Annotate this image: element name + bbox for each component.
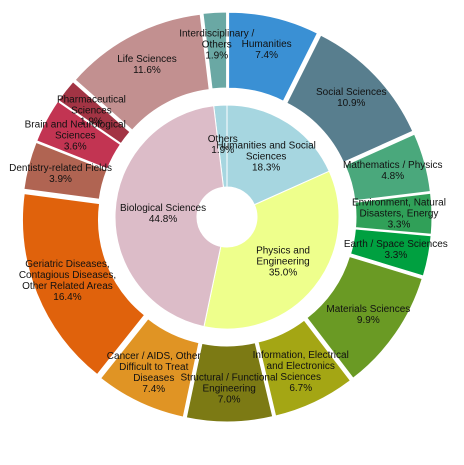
segment-name: Humanities and Social Sciences bbox=[216, 140, 316, 163]
segment-label: Structural / Functional Engineering 7.0% bbox=[177, 372, 281, 405]
segment-value: 3.6% bbox=[63, 141, 87, 153]
segment-name: Cancer / AIDS, Other Difficult to Treat … bbox=[106, 350, 201, 384]
segment-value: 1.9% bbox=[80, 116, 103, 128]
segment-name: Environment, Natural Disasters, Energy bbox=[352, 197, 446, 220]
segment-label: Interdisciplinary / Others 1.9% bbox=[165, 29, 269, 62]
outer-segment bbox=[344, 133, 431, 202]
segment-value: 3.9% bbox=[49, 173, 72, 185]
segment-label: Life Sciences 11.6% bbox=[95, 54, 199, 76]
segment-value: 1.9% bbox=[211, 145, 235, 157]
outer-segment bbox=[23, 141, 108, 200]
segment-value: 4.8% bbox=[381, 171, 405, 183]
segment-label: Earth / Space Sciences 3.3% bbox=[344, 239, 448, 261]
segment-value: 1.9% bbox=[205, 50, 229, 62]
segment-name: Dentistry-related Fields bbox=[9, 162, 112, 174]
segment-name: Interdisciplinary / Others bbox=[179, 28, 255, 51]
segment-label: Social Sciences 10.9% bbox=[299, 87, 403, 109]
segment-value: 6.7% bbox=[289, 383, 313, 395]
segment-label: Materials Sciences 9.9% bbox=[316, 304, 420, 326]
segment-name: Brain and Neurological Sciences bbox=[24, 119, 126, 142]
outer-segment bbox=[36, 100, 122, 170]
segment-label: Geriatric Diseases, Contagious Diseases,… bbox=[15, 259, 119, 303]
segment-name: Others bbox=[207, 134, 238, 146]
segment-value: 44.8% bbox=[148, 214, 178, 226]
outer-segment bbox=[22, 193, 146, 376]
segment-value: 7.4% bbox=[142, 383, 166, 395]
segment-name: Pharmaceutical Sciences bbox=[56, 94, 126, 117]
segment-value: 16.4% bbox=[53, 292, 82, 304]
segment-label: Pharmaceutical Sciences 1.9% bbox=[39, 95, 143, 128]
segment-value: 7.0% bbox=[217, 394, 241, 406]
outer-segment bbox=[306, 255, 423, 379]
outer-segment bbox=[354, 192, 433, 235]
outer-segment bbox=[286, 34, 414, 163]
segment-name: Earth / Space Sciences bbox=[343, 238, 448, 250]
segment-label: Information, Electrical and Electronics … bbox=[249, 350, 353, 394]
segment-name: Mathematics / Physics bbox=[343, 160, 443, 172]
outer-segment bbox=[74, 13, 210, 131]
segment-name: Physics and Engineering bbox=[256, 245, 310, 268]
segment-label: Cancer / AIDS, Other Difficult to Treat … bbox=[102, 351, 206, 395]
outer-segment bbox=[257, 319, 352, 417]
segment-value: 3.3% bbox=[384, 249, 408, 261]
segment-value: 10.9% bbox=[337, 98, 366, 110]
segment-name: Biological Sciences bbox=[119, 203, 207, 215]
segment-name: Information, Electrical and Electronics … bbox=[252, 350, 349, 384]
outer-segment bbox=[57, 81, 131, 145]
segment-label: Environment, Natural Disasters, Energy 3.… bbox=[347, 198, 451, 231]
segment-name: Materials Sciences bbox=[326, 304, 411, 315]
segment-value: 9.9% bbox=[356, 315, 380, 326]
segment-label: Others 1.9% bbox=[171, 134, 275, 156]
outer-segment bbox=[100, 318, 200, 418]
segment-value: 18.3% bbox=[251, 162, 281, 174]
segment-name: Life Sciences bbox=[117, 53, 177, 65]
segment-name: Social Sciences bbox=[315, 87, 387, 99]
segment-label: Mathematics / Physics 4.8% bbox=[341, 160, 445, 182]
outer-segment bbox=[202, 11, 228, 90]
segment-value: 3.3% bbox=[387, 219, 411, 231]
segment-name: Humanities bbox=[241, 38, 292, 50]
segment-value: 35.0% bbox=[268, 267, 298, 279]
segment-label: Physics and Engineering 35.0% bbox=[231, 246, 335, 279]
segment-label: Dentistry-related Fields 3.9% bbox=[9, 163, 113, 185]
segment-label: Humanities and Social Sciences 18.3% bbox=[214, 140, 318, 173]
outer-segment bbox=[228, 11, 319, 102]
segment-value: 7.4% bbox=[255, 49, 279, 61]
segment-label: Humanities 7.4% bbox=[215, 39, 319, 61]
segment-value: 11.6% bbox=[133, 64, 161, 76]
segment-name: Structural / Functional Engineering bbox=[180, 372, 278, 395]
segment-label: Biological Sciences 44.8% bbox=[111, 203, 215, 225]
outer-segment bbox=[185, 342, 274, 423]
segment-label: Brain and Neurological Sciences 3.6% bbox=[23, 120, 127, 153]
outer-segment bbox=[349, 228, 432, 277]
segment-name: Geriatric Diseases, Contagious Diseases,… bbox=[18, 259, 117, 293]
center-hole bbox=[197, 187, 257, 247]
